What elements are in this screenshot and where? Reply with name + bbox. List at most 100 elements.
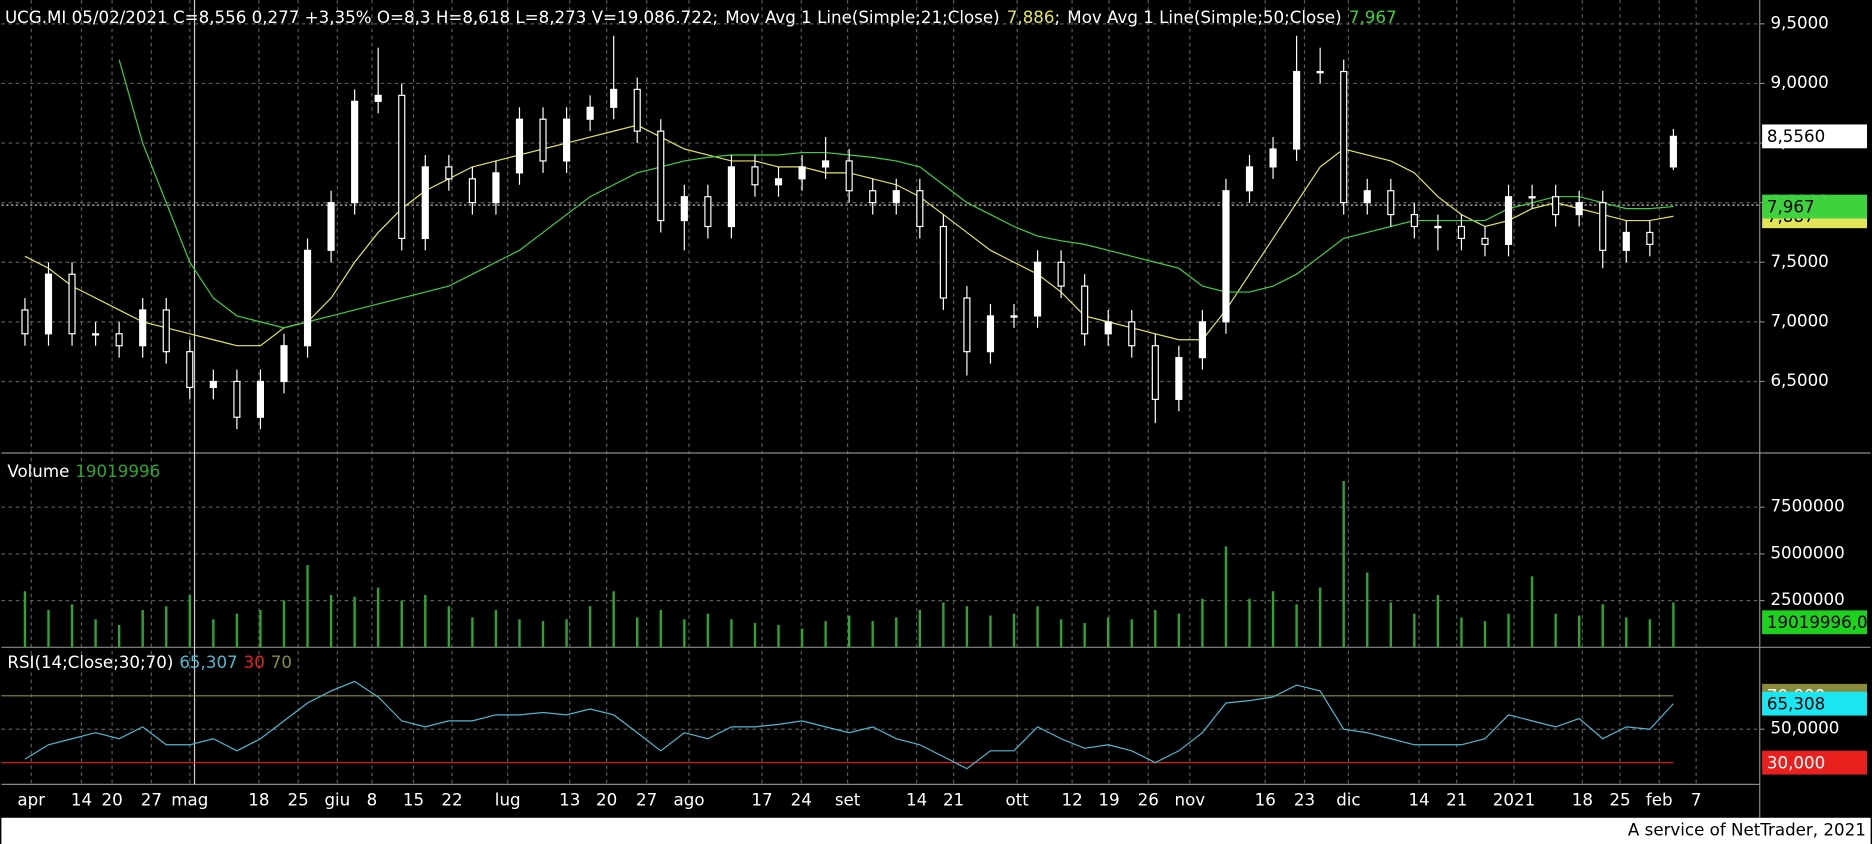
- volume-bar: [824, 621, 827, 648]
- candle-body: [1669, 135, 1677, 168]
- volume-bar: [1577, 615, 1581, 648]
- volume-bar: [376, 587, 380, 648]
- footer-bar: [1, 817, 1871, 844]
- candle-body: [1175, 357, 1183, 400]
- legend-name: RSI(14;Close;30;70): [7, 652, 173, 671]
- volume-bar: [588, 606, 592, 648]
- rsi-line: [24, 680, 1674, 770]
- x-tick-label: 27: [141, 791, 162, 810]
- x-tick-label: 21: [943, 791, 964, 810]
- candle-body: [1528, 196, 1536, 199]
- candle-body: [1575, 202, 1583, 216]
- x-tick-label: 20: [596, 791, 617, 810]
- candle-body: [727, 166, 735, 228]
- axis-value-label-box: [1762, 691, 1868, 716]
- candle-body: [963, 297, 971, 353]
- x-tick-label: lug: [495, 791, 521, 810]
- candle-body: [139, 309, 147, 347]
- last-price-label-box: [1762, 124, 1868, 149]
- axis-value-label: 65,308: [1767, 694, 1825, 713]
- candle-body: [515, 118, 524, 174]
- candle-body: [916, 190, 924, 228]
- x-tick-label: 21: [1446, 791, 1467, 810]
- candle-body: [1198, 321, 1206, 359]
- volume-bar: [753, 623, 757, 648]
- x-tick-label: dic: [1336, 791, 1360, 810]
- x-tick-label: 23: [1294, 791, 1315, 810]
- x-tick-label: set: [835, 791, 861, 810]
- volume-bar: [1083, 623, 1086, 648]
- volume-bar: [659, 609, 662, 648]
- volume-bar: [282, 600, 286, 648]
- candle-body: [44, 273, 53, 335]
- legend-name: Mov Avg 1 Line(Simple;21;Close): [725, 7, 999, 26]
- volume-bar: [1059, 619, 1063, 648]
- volume-bar: [518, 619, 521, 648]
- axis-value-label: 7,967: [1767, 197, 1815, 216]
- candle-body: [822, 160, 830, 168]
- candle-body: [492, 172, 500, 204]
- candle-body: [68, 273, 76, 335]
- x-tick-label: 25: [1609, 791, 1630, 810]
- candle-body: [1128, 321, 1136, 347]
- candle-body: [939, 225, 947, 299]
- y-tick-label: 9,5000: [1770, 13, 1828, 32]
- last-price-label: 8,5560: [1767, 127, 1825, 146]
- x-tick-label: 14: [1408, 791, 1429, 810]
- candle-body: [1269, 148, 1277, 168]
- volume-bar: [612, 591, 615, 648]
- x-tick-label: ott: [1006, 791, 1030, 810]
- legend-level: 70: [271, 652, 292, 671]
- candle-body: [92, 333, 100, 336]
- x-tick-label: ago: [674, 791, 705, 810]
- volume-bar: [965, 606, 969, 648]
- volume-bar: [259, 609, 262, 648]
- x-tick-label: 14: [71, 791, 92, 810]
- candle-body: [233, 380, 241, 418]
- candle-body: [892, 190, 900, 204]
- axis-value-label-box: [1762, 194, 1868, 219]
- volume-bar: [541, 621, 545, 648]
- x-tick-label: nov: [1175, 791, 1206, 810]
- legend-level: 30: [244, 652, 265, 671]
- volume-bar: [400, 600, 403, 648]
- rsi-legend: RSI(14;Close;30;70) 65,307 30 70: [7, 652, 292, 671]
- volume-bar: [1107, 617, 1110, 648]
- x-tick-label: 20: [101, 791, 122, 810]
- x-tick-label: feb: [1646, 791, 1673, 810]
- volume-bar: [730, 619, 733, 648]
- header-quote: UCG.MI 05/02/2021 C=8,556 0,277 +3,35% O…: [5, 7, 718, 26]
- candle-body: [1104, 321, 1112, 335]
- x-tick-label: 19: [1098, 791, 1119, 810]
- x-tick-label: 18: [248, 791, 269, 810]
- candle-body: [162, 309, 170, 353]
- volume-bar: [1389, 602, 1392, 648]
- candle-body: [1363, 190, 1371, 204]
- legend-value: 65,307: [179, 652, 237, 671]
- candle-body: [374, 94, 382, 102]
- volume-bar: [895, 617, 898, 648]
- y-tick-label: 2500000: [1770, 590, 1844, 609]
- candle-body: [421, 166, 429, 240]
- candle-body: [1599, 202, 1607, 251]
- volume-bar: [235, 613, 239, 648]
- volume-bar: [777, 624, 780, 648]
- candle-body: [115, 333, 123, 347]
- candle-body: [21, 309, 29, 335]
- x-tick-label: 26: [1138, 791, 1159, 810]
- volume-bar: [1012, 613, 1016, 648]
- candle-body: [1504, 196, 1513, 245]
- volume-bar: [1366, 572, 1369, 648]
- candle-body: [351, 100, 359, 204]
- candle-body: [280, 345, 288, 383]
- candle-body: [1057, 261, 1065, 287]
- candle-body: [1481, 237, 1489, 245]
- volume-bar: [1483, 621, 1487, 648]
- candle-body: [445, 166, 453, 180]
- x-tick-label: 22: [441, 791, 462, 810]
- candle-body: [1340, 70, 1348, 204]
- candle-body: [1552, 196, 1560, 216]
- volume-bar: [306, 565, 309, 648]
- candle-body: [610, 88, 618, 108]
